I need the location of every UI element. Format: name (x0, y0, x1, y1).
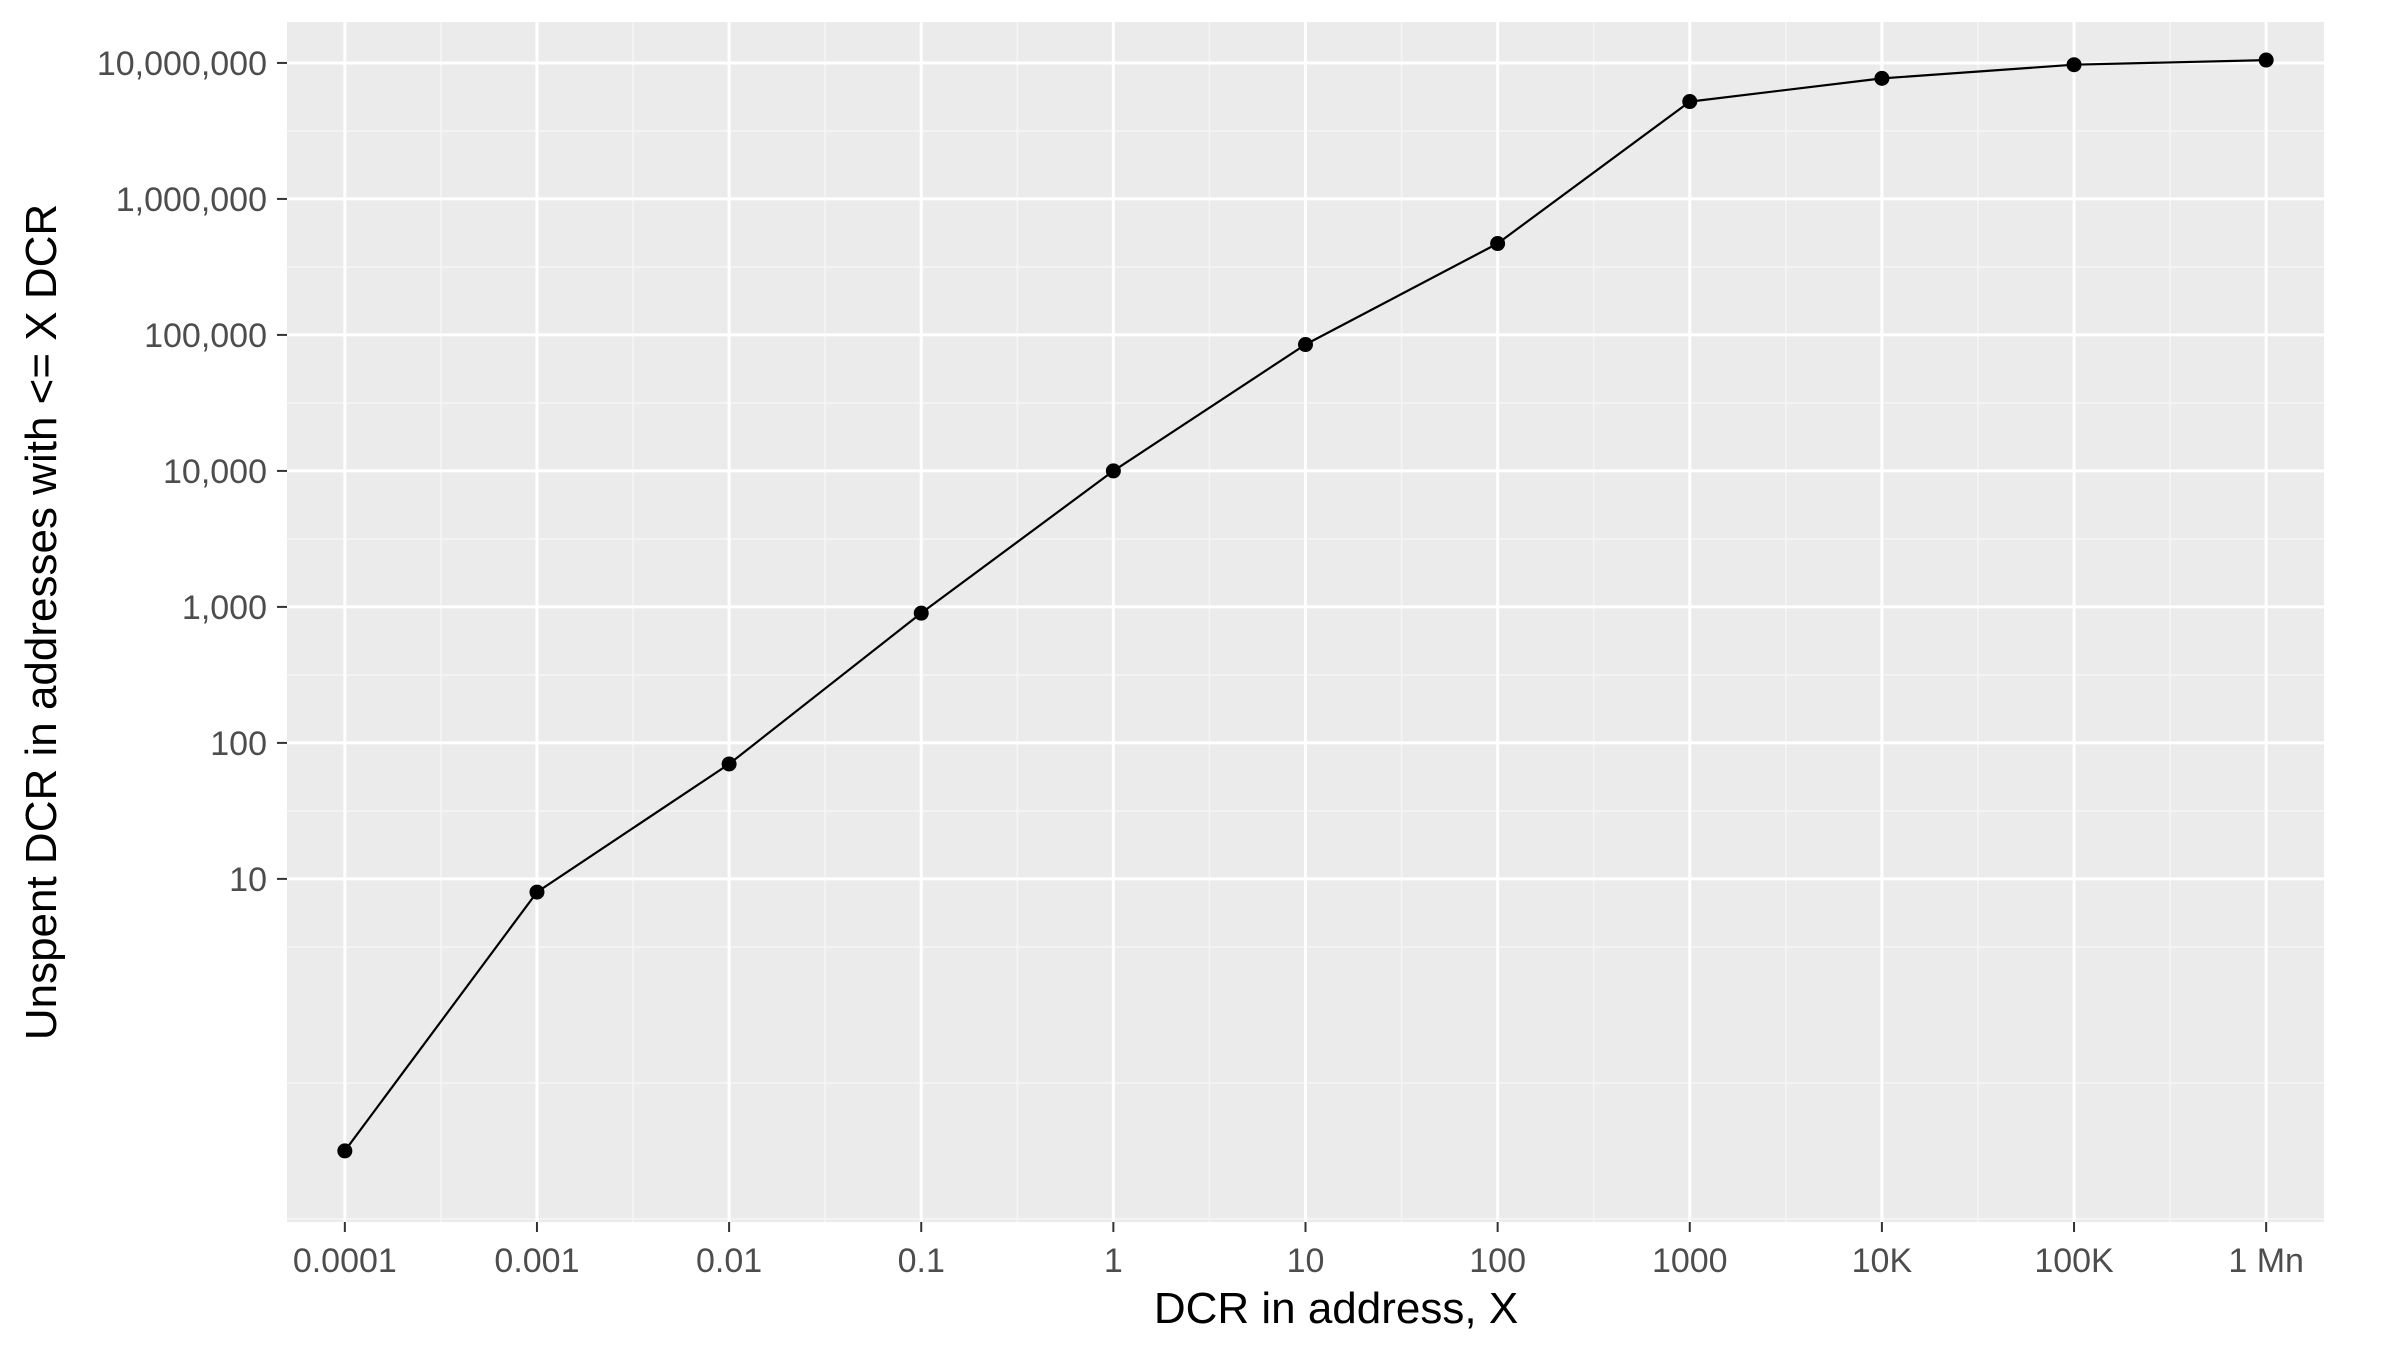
x-tick-label: 1000 (1652, 1242, 1728, 1280)
data-point (913, 605, 929, 621)
data-point (1490, 236, 1506, 252)
x-tick-label: 100K (2034, 1242, 2114, 1280)
data-point (1682, 94, 1698, 110)
y-tick-label: 1,000,000 (116, 181, 267, 219)
x-tick-label: 10K (1852, 1242, 1913, 1280)
x-tick-label: 100 (1469, 1242, 1526, 1280)
x-tick-label: 0.01 (696, 1242, 762, 1280)
y-axis-title: Unspent DCR in addresses with <= X DCR (17, 204, 66, 1040)
x-tick-label: 0.0001 (293, 1242, 397, 1280)
data-point (1298, 337, 1313, 353)
data-points (337, 52, 2274, 1159)
x-tick-label: 0.001 (494, 1242, 579, 1280)
data-point (529, 884, 545, 900)
major-gridlines (287, 22, 2324, 1222)
y-axis-tick-marks (277, 61, 287, 880)
x-tick-label: 1 Mn (2228, 1242, 2304, 1280)
x-tick-label: 10 (1287, 1242, 1325, 1280)
x-axis-tick-marks (343, 1222, 2268, 1232)
x-tick-label: 1 (1104, 1242, 1123, 1280)
y-tick-label: 10 (229, 861, 267, 899)
y-axis-tick-labels: 10 100 1,000 10,000 100,000 1,000,000 10,000,0… (97, 45, 267, 899)
y-tick-label: 1,000 (182, 589, 267, 627)
x-axis-tick-labels: 0.0001 0.001 0.01 0.1 1 10 100 1000 10K 100K 1 Mn (293, 1242, 2304, 1280)
y-tick-label: 10,000 (163, 453, 267, 491)
x-axis-title: DCR in address, X (1154, 1284, 1518, 1333)
data-point (1105, 463, 1121, 479)
y-tick-label: 100 (210, 725, 267, 763)
x-tick-label: 0.1 (898, 1242, 945, 1280)
data-point (2258, 52, 2274, 68)
y-tick-label: 100,000 (144, 317, 267, 355)
data-point (721, 756, 737, 772)
data-point (2066, 57, 2082, 73)
data-point (1874, 70, 1890, 86)
y-tick-label: 10,000,000 (97, 45, 267, 83)
data-point (337, 1143, 353, 1159)
